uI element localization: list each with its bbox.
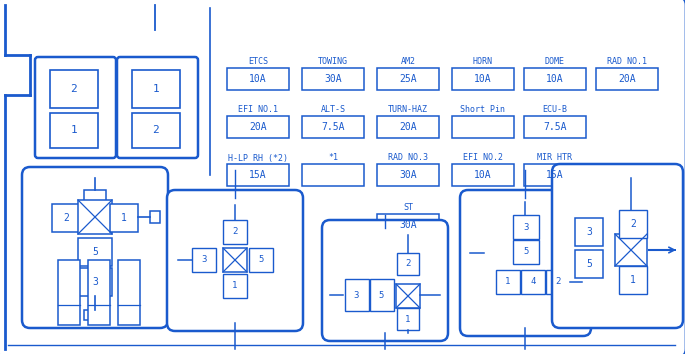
Text: 30A: 30A (399, 220, 416, 230)
Bar (110, 204, 138, 232)
Text: 2: 2 (63, 213, 69, 223)
Text: 2: 2 (232, 228, 238, 236)
Bar (396, 284, 420, 308)
FancyBboxPatch shape (460, 190, 591, 336)
Text: 2: 2 (406, 259, 411, 268)
Text: HORN: HORN (473, 57, 493, 67)
Text: 1: 1 (153, 84, 160, 94)
Text: ALT-S: ALT-S (321, 105, 345, 114)
Bar (452, 68, 514, 90)
Text: 2: 2 (153, 125, 160, 135)
Text: MIR HTR: MIR HTR (538, 154, 573, 162)
Text: TURN-HAZ: TURN-HAZ (388, 105, 428, 114)
Bar (302, 164, 364, 186)
Bar (377, 214, 439, 236)
Bar (58, 260, 80, 325)
Text: ST: ST (403, 204, 413, 212)
Bar (78, 268, 112, 296)
Text: 7.5A: 7.5A (543, 122, 566, 132)
Bar (575, 250, 603, 278)
Bar (513, 240, 539, 264)
Bar (78, 238, 112, 266)
Bar (84, 310, 106, 320)
FancyBboxPatch shape (322, 220, 448, 341)
Bar (227, 116, 289, 138)
Text: 4: 4 (530, 278, 536, 286)
Text: 25A: 25A (399, 74, 416, 84)
Text: 3: 3 (586, 227, 592, 237)
Text: Short Pin: Short Pin (460, 105, 506, 114)
Bar (118, 260, 140, 325)
Text: TOWING: TOWING (318, 57, 348, 67)
Text: 2: 2 (556, 278, 561, 286)
Text: RAD NO.1: RAD NO.1 (607, 57, 647, 67)
Bar (223, 274, 247, 298)
Text: ETCS: ETCS (248, 57, 268, 67)
Bar (50, 113, 98, 148)
Text: RAD NO.3: RAD NO.3 (388, 154, 428, 162)
Bar (377, 68, 439, 90)
Bar (397, 308, 419, 330)
Text: 2: 2 (71, 84, 77, 94)
Text: *1: *1 (328, 154, 338, 162)
FancyBboxPatch shape (552, 164, 683, 328)
Bar (496, 270, 520, 294)
Bar (302, 116, 364, 138)
Bar (88, 260, 110, 325)
Text: H-LP RH (*2): H-LP RH (*2) (228, 154, 288, 162)
Text: EFI NO.1: EFI NO.1 (238, 105, 278, 114)
Text: 3: 3 (523, 223, 529, 232)
Bar (377, 116, 439, 138)
FancyBboxPatch shape (22, 167, 168, 328)
FancyBboxPatch shape (35, 57, 116, 158)
Text: 5: 5 (258, 256, 264, 264)
Text: 7.5A: 7.5A (321, 122, 345, 132)
Bar (223, 248, 247, 272)
Bar (377, 164, 439, 186)
Text: 5: 5 (586, 259, 592, 269)
Text: 3: 3 (92, 277, 98, 287)
Bar (132, 70, 180, 108)
FancyBboxPatch shape (167, 190, 303, 331)
Bar (52, 204, 80, 232)
FancyBboxPatch shape (117, 57, 198, 158)
Text: AM2: AM2 (401, 57, 416, 67)
Text: 1: 1 (121, 213, 127, 223)
Bar (619, 266, 647, 294)
Bar (619, 210, 647, 238)
Text: 10A: 10A (474, 170, 492, 180)
Text: 30A: 30A (324, 74, 342, 84)
Text: 3: 3 (201, 256, 207, 264)
Text: 20A: 20A (618, 74, 636, 84)
Bar (227, 68, 289, 90)
Bar (513, 215, 539, 239)
Bar (50, 70, 98, 108)
Text: 5: 5 (92, 247, 98, 257)
Bar (524, 68, 586, 90)
Bar (370, 279, 394, 311)
Text: 20A: 20A (399, 122, 416, 132)
Text: 1: 1 (232, 281, 238, 291)
Text: 1: 1 (71, 125, 77, 135)
Text: 30A: 30A (399, 170, 416, 180)
Bar (192, 248, 216, 272)
Text: 3: 3 (353, 291, 359, 299)
Text: 15A: 15A (249, 170, 267, 180)
Text: 15A: 15A (546, 170, 564, 180)
Bar (596, 68, 658, 90)
Bar (524, 164, 586, 186)
Text: 20A: 20A (249, 122, 267, 132)
Bar (546, 270, 570, 294)
Text: 10A: 10A (474, 74, 492, 84)
Text: DOME: DOME (545, 57, 565, 67)
Text: 1: 1 (406, 314, 411, 324)
Text: 10A: 10A (546, 74, 564, 84)
Bar (452, 164, 514, 186)
Bar (521, 270, 545, 294)
Text: 5: 5 (378, 291, 384, 299)
Bar (132, 113, 180, 148)
Bar (150, 211, 160, 223)
Bar (452, 116, 514, 138)
Text: 10A: 10A (249, 74, 267, 84)
